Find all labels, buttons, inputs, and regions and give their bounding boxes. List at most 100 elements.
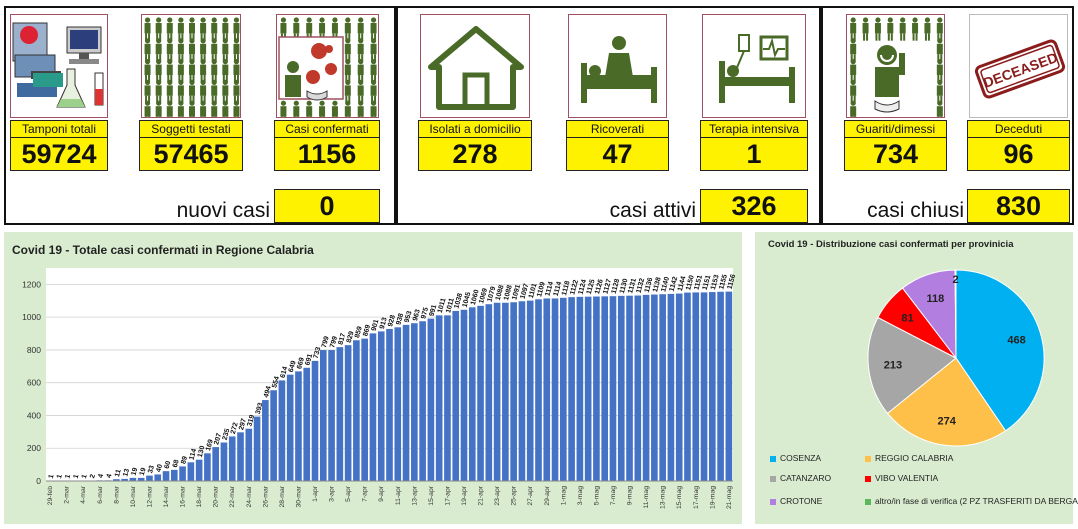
x-tick-label: 25-apr (511, 485, 518, 505)
x-tick-label: 19-apr (461, 485, 468, 505)
pie-slice-cosenza (955, 269, 1045, 432)
bar-data-label: 1011 (445, 297, 456, 314)
bar-data-label: 649 (288, 360, 298, 373)
bar-data-label: 799 (321, 335, 331, 348)
bar-data-label: 799 (329, 335, 339, 348)
bar (518, 301, 526, 481)
bar-chart-title: Covid 19 - Totale casi confermati in Reg… (12, 243, 314, 257)
bar-data-label: 614 (280, 366, 290, 379)
casi-confermati-label: Casi confermati (274, 120, 380, 138)
bar-data-label: 393 (255, 402, 265, 415)
casi-confermati-value: 1156 (274, 137, 380, 171)
bar (444, 315, 451, 481)
bar-data-label: 68 (172, 459, 181, 468)
bar-data-label: 1 (48, 474, 56, 480)
isolati-value: 278 (418, 137, 532, 171)
bar-data-label: 829 (346, 330, 356, 343)
bar-data-label: 913 (379, 317, 389, 330)
bar (485, 304, 493, 481)
casi-attivi-label: casi attivi (609, 199, 696, 222)
x-tick-label: 18-mar (196, 485, 203, 507)
x-tick-label: 23-apr (494, 485, 501, 505)
bar-data-label: 869 (362, 324, 372, 337)
bar-data-label: 1130 (619, 278, 630, 295)
legend-label: CATANZARO (780, 473, 832, 483)
x-tick-label: 26-mar (262, 485, 269, 507)
bar-data-label: 1156 (727, 274, 738, 291)
bar-data-label: 1151 (693, 274, 704, 291)
bar (154, 474, 162, 481)
lab-equipment-icon (10, 14, 108, 118)
bar (411, 323, 418, 481)
x-tick-label: 10-mar (130, 485, 137, 507)
x-tick-label: 4-mar (80, 485, 87, 503)
bar-data-label: 1069 (478, 287, 489, 304)
bar-data-label: 1153 (710, 274, 721, 291)
y-tick-label: 0 (36, 476, 41, 486)
nuovi-casi-label: nuovi casi (176, 199, 270, 222)
bar (708, 292, 716, 481)
x-tick-label: 7-mag (610, 486, 617, 505)
bar-data-label: 169 (205, 439, 215, 452)
y-tick-label: 400 (27, 410, 41, 420)
x-tick-label: 2-mar (64, 485, 71, 503)
pie-data-label: 468 (1007, 334, 1025, 346)
bar-data-label: 13 (122, 468, 131, 477)
bar (179, 466, 186, 481)
x-tick-label: 21-mag (726, 486, 733, 509)
x-tick-label: 11-apr (395, 485, 402, 505)
bar (609, 296, 617, 481)
bar (435, 315, 443, 481)
bar-data-label: 991 (429, 304, 439, 317)
pie-data-label: 213 (884, 359, 902, 371)
legend-label: VIBO VALENTIA (875, 473, 939, 483)
bar (667, 293, 675, 481)
x-tick-label: 14-mar (163, 485, 170, 507)
hospital-bed-icon (568, 14, 667, 118)
pie-chart: 468 274 213 81 118 2 (867, 269, 1045, 447)
bar (220, 442, 228, 481)
soggetti-testati-value: 57465 (139, 137, 243, 171)
bar-data-label: 1136 (644, 277, 655, 294)
bar-data-label: 938 (395, 313, 405, 326)
bar (295, 371, 302, 481)
deceased-stamp-icon: DECEASED (969, 14, 1068, 118)
casi-chiusi-value: 830 (967, 189, 1070, 223)
bar (386, 328, 393, 481)
bar (601, 296, 609, 481)
legend-swatch (865, 475, 871, 482)
bar (402, 324, 410, 481)
bar-data-label: 963 (412, 309, 422, 322)
bar (162, 471, 170, 481)
bar-data-label: 1109 (536, 281, 547, 298)
tamponi-totali-value: 59724 (10, 137, 108, 171)
x-tick-label: 19-mag (709, 486, 716, 509)
x-tick-label: 17-apr (444, 485, 451, 505)
bar-data-label: 1140 (660, 276, 671, 293)
bar-data-label: 817 (338, 332, 348, 345)
bar-data-label: 60 (164, 460, 173, 469)
bar (377, 331, 385, 481)
x-tick-label: 7-apr (362, 485, 369, 502)
pie-data-label: 2 (953, 274, 959, 286)
x-tick-label: 30-mar (295, 485, 302, 507)
bar (651, 294, 658, 481)
legend-label: REGGIO CALABRIA (875, 453, 954, 463)
legend-swatch (770, 498, 776, 505)
bar-data-label: 733 (313, 346, 323, 359)
x-tick-label: 5-mag (593, 486, 600, 505)
x-tick-label: 27-apr (527, 485, 534, 505)
bar-data-label: 1125 (586, 279, 597, 296)
bar (253, 416, 261, 481)
y-tick-label: 600 (27, 378, 41, 388)
bar (560, 297, 567, 481)
bar (369, 333, 377, 481)
bar-data-label: 114 (189, 448, 199, 461)
pie-chart-title: Covid 19 - Distribuzione casi confermati… (768, 239, 1014, 250)
casi-attivi-value: 326 (700, 189, 808, 223)
bar-data-label: 901 (371, 319, 381, 332)
bar (303, 367, 311, 481)
guariti-value: 734 (844, 137, 947, 171)
bar (568, 297, 575, 481)
people-grid-icon (141, 14, 241, 118)
